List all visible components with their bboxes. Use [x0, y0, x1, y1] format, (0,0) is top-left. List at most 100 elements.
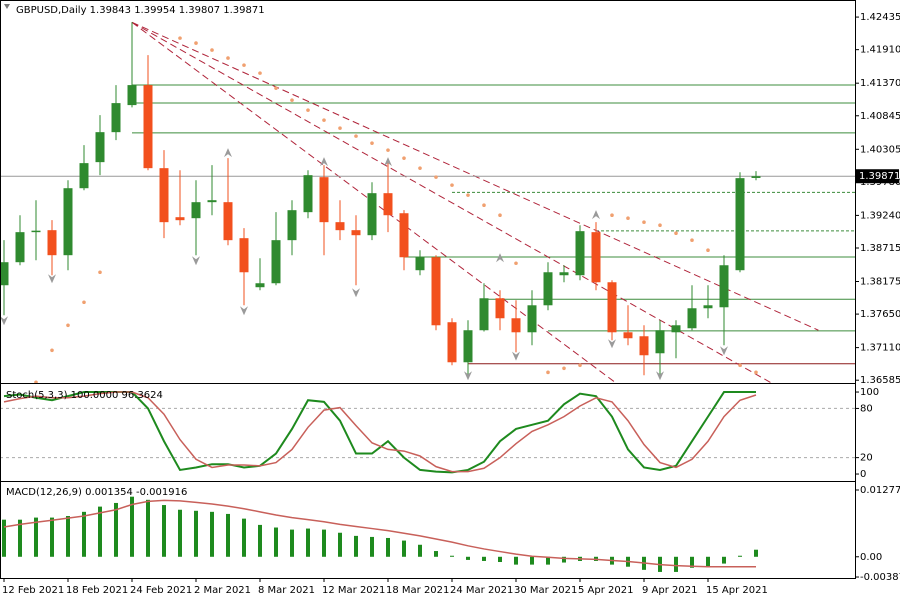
candle-body — [159, 168, 169, 223]
macd-bar — [50, 517, 54, 557]
candle-body — [591, 232, 601, 283]
macd-bar — [386, 537, 390, 557]
y-tick-label: 20 — [860, 453, 873, 464]
sar-dot — [754, 370, 758, 375]
macd-bar — [498, 556, 502, 563]
candle-body — [335, 222, 345, 231]
sar-dot — [674, 231, 678, 236]
y-tick-label: 0 — [860, 469, 866, 480]
candle-body — [239, 238, 249, 273]
fractal-up — [384, 157, 392, 167]
sar-dot — [194, 41, 198, 45]
sar-dot — [258, 71, 262, 75]
macd-panel — [2, 496, 758, 572]
sar-dot — [370, 141, 374, 145]
fractal-down — [656, 371, 664, 381]
y-tick-label: 0.00 — [860, 552, 882, 563]
macd-bar — [754, 549, 758, 557]
y-tick-label: 1.42435 — [860, 12, 900, 23]
sar-dot — [338, 126, 342, 130]
macd-bar — [306, 528, 310, 557]
y-tick-label: 1.40305 — [860, 144, 900, 155]
x-tick-label: 5 Apr 2021 — [578, 585, 633, 596]
y-tick-label: 1.37110 — [860, 343, 900, 354]
sar-dot — [546, 370, 550, 375]
chart-title: GBPUSD,Daily 1.39843 1.39954 1.39807 1.3… — [16, 5, 265, 16]
x-tick-label: 24 Feb 2021 — [130, 585, 192, 596]
sar-dot — [210, 48, 214, 52]
sar-dot — [610, 213, 614, 218]
fractal-down — [608, 339, 616, 349]
candle-body — [191, 202, 201, 219]
candle-body — [415, 257, 425, 271]
candle-body — [383, 193, 393, 216]
macd-bar — [466, 556, 470, 560]
fractal-down — [192, 256, 200, 266]
candle-body — [687, 308, 697, 329]
stoch-line — [3, 391, 757, 473]
y-tick-label: 100 — [860, 387, 879, 398]
current-price-label: 1.39871 — [859, 171, 900, 182]
fractal-down — [720, 346, 728, 356]
y-tick-label: -0.003873 — [860, 572, 900, 583]
macd-bar — [738, 555, 742, 557]
signal-line — [3, 499, 757, 568]
candle-body — [143, 85, 153, 169]
sar-dot — [498, 213, 502, 218]
sar-dot — [354, 134, 358, 138]
candle-body — [0, 262, 9, 286]
fractal-down — [352, 288, 360, 298]
fractal-down — [512, 351, 520, 361]
macd-bar — [562, 556, 566, 563]
sar-dot — [242, 63, 246, 67]
x-tick-label: 30 Mar 2021 — [514, 585, 577, 596]
macd-bar — [546, 556, 550, 565]
sar-dot — [578, 363, 582, 368]
sar-dot — [50, 348, 54, 353]
candle-body — [463, 330, 473, 363]
sar-dot — [482, 203, 486, 208]
frame — [0, 0, 856, 579]
sar-dot — [562, 366, 566, 371]
macd-bar — [18, 519, 22, 557]
stoch-panel — [0, 391, 855, 474]
candle-body — [655, 330, 665, 354]
candle-body — [479, 298, 489, 331]
fractal-up — [592, 210, 600, 220]
y-tick-label: 1.39240 — [860, 210, 900, 221]
candle-body — [287, 210, 297, 241]
x-tick-label: 15 Apr 2021 — [706, 585, 768, 596]
candle-body — [703, 305, 713, 309]
sar-dot — [738, 363, 742, 368]
candle-body — [351, 230, 361, 236]
candle-body — [31, 230, 41, 233]
y-tick-label: 80 — [860, 403, 873, 414]
macd-bar — [98, 506, 102, 557]
y-tick-label: 1.38175 — [860, 277, 900, 288]
y-tick-label: 1.40845 — [860, 111, 900, 122]
macd-bar — [66, 516, 70, 557]
y-tick-label: 1.41370 — [860, 78, 900, 89]
macd-bar — [162, 505, 166, 557]
candle-body — [127, 85, 137, 106]
sar-dot — [34, 380, 38, 383]
candle-body — [559, 272, 569, 276]
candle-body — [719, 265, 729, 308]
x-tick-label: 12 Mar 2021 — [322, 585, 385, 596]
candle-body — [15, 232, 25, 263]
sar-dot — [386, 148, 390, 152]
trend-line — [131, 21, 771, 383]
stoch-title: Stoch(5,3,3) 100.0000 96.3624 — [6, 390, 163, 401]
macd-title: MACD(12,26,9) 0.001354 -0.001916 — [6, 487, 187, 498]
candle-body — [79, 163, 89, 189]
candle-body — [63, 188, 73, 256]
candle-body — [495, 298, 505, 319]
sar-dot — [690, 238, 694, 243]
fractal-down — [48, 274, 56, 284]
macd-bar — [114, 502, 118, 557]
sar-dot — [418, 166, 422, 170]
candle-body — [319, 177, 329, 223]
sar-dot — [82, 300, 86, 305]
macd-bar — [674, 556, 678, 572]
